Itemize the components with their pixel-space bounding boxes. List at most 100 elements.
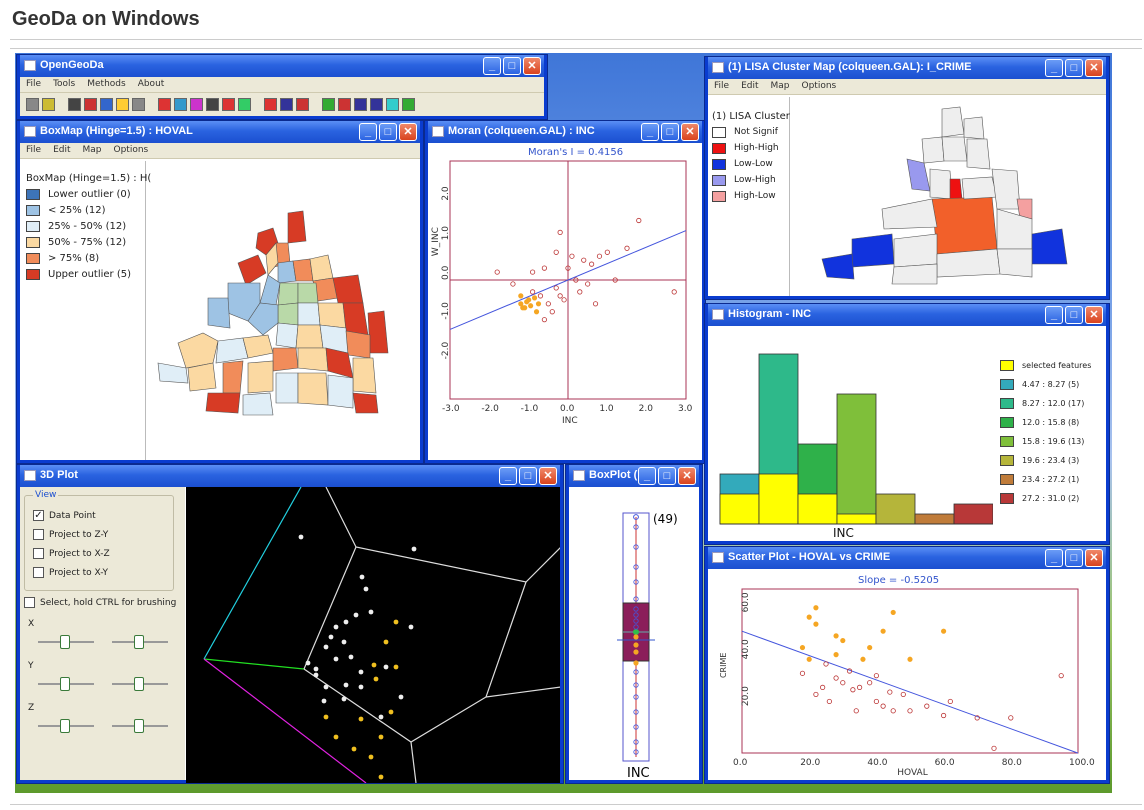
data-point-3d[interactable] (333, 624, 339, 630)
data-point[interactable] (671, 289, 677, 295)
data-point[interactable] (604, 249, 610, 255)
rotation-slider-thumb[interactable] (60, 719, 70, 733)
toolbar-tool-icon[interactable] (338, 98, 351, 111)
data-point-3d[interactable] (323, 684, 329, 690)
data-point[interactable] (633, 724, 639, 730)
brush-checkbox[interactable]: Select, hold CTRL for brushing (24, 593, 176, 612)
data-point[interactable] (633, 649, 639, 655)
data-point-3d[interactable] (341, 639, 347, 645)
boxmap-menu-file[interactable]: File (26, 145, 42, 155)
data-point[interactable] (581, 257, 587, 263)
map-polygon[interactable] (367, 310, 389, 354)
minimize-button[interactable]: _ (1045, 306, 1063, 324)
data-point[interactable] (1058, 673, 1064, 679)
map-polygon[interactable] (821, 253, 855, 280)
toolbar-tool-icon[interactable] (280, 98, 293, 111)
data-point[interactable] (612, 277, 618, 283)
map-polygon[interactable] (287, 210, 307, 244)
data-point-3d[interactable] (313, 672, 319, 678)
data-point[interactable] (633, 524, 639, 530)
data-point[interactable] (633, 739, 639, 745)
data-point-3d[interactable] (358, 716, 364, 722)
data-point[interactable] (549, 309, 555, 315)
data-point[interactable] (494, 269, 500, 275)
data-point[interactable] (873, 673, 879, 679)
maximize-button[interactable]: □ (658, 467, 676, 485)
scatter-titlebar[interactable]: Scatter Plot - HOVAL vs CRIME _ □ ✕ (708, 547, 1106, 569)
data-point-3d[interactable] (368, 609, 374, 615)
map-polygon[interactable] (996, 248, 1033, 278)
data-point[interactable] (813, 691, 819, 698)
data-point-3d[interactable] (383, 639, 389, 645)
histogram-selected-bar[interactable] (719, 493, 760, 525)
data-point[interactable] (806, 656, 812, 662)
data-point[interactable] (867, 644, 873, 651)
data-point-3d[interactable] (333, 734, 339, 740)
data-point[interactable] (633, 682, 639, 688)
data-point[interactable] (833, 633, 839, 639)
map-polygon[interactable] (309, 254, 334, 282)
minimize-button[interactable]: _ (1045, 59, 1063, 77)
data-point-3d[interactable] (323, 644, 329, 650)
data-point-3d[interactable] (398, 694, 404, 700)
map-polygon[interactable] (936, 248, 1001, 278)
data-point[interactable] (633, 669, 639, 675)
data-point[interactable] (846, 668, 853, 674)
map-polygon[interactable] (881, 198, 938, 230)
data-point[interactable] (596, 253, 603, 259)
data-point-3d[interactable] (411, 546, 417, 552)
minimize-button[interactable]: _ (641, 123, 659, 141)
maximize-button[interactable]: □ (519, 467, 537, 485)
data-point-3d[interactable] (378, 714, 384, 720)
view-option-checkbox[interactable]: ✓ Data Point (33, 506, 173, 525)
lisa-legend-item[interactable]: Low-High (712, 172, 787, 188)
map-polygon[interactable] (242, 392, 274, 416)
histogram-bar[interactable] (914, 513, 955, 525)
checkbox-box[interactable] (24, 597, 35, 608)
data-point[interactable] (633, 660, 639, 666)
data-point[interactable] (823, 661, 829, 667)
map-polygon[interactable] (207, 297, 231, 329)
outlier-point[interactable] (633, 514, 639, 520)
histogram-legend-item[interactable]: 4.47 : 8.27 (5) (1000, 375, 1110, 394)
data-point-3d[interactable] (333, 656, 339, 662)
boxmap-menu-map[interactable]: Map (82, 145, 102, 155)
map-polygon[interactable] (237, 254, 267, 286)
data-point[interactable] (633, 579, 639, 585)
map-polygon[interactable] (991, 168, 1021, 210)
data-point-3d[interactable] (371, 662, 377, 668)
data-point[interactable] (528, 303, 534, 309)
close-button[interactable]: ✕ (399, 123, 417, 141)
map-polygon[interactable] (921, 136, 945, 164)
data-point[interactable] (840, 637, 846, 644)
data-point[interactable] (887, 689, 893, 695)
data-point[interactable] (900, 691, 906, 698)
boxmap-legend-item[interactable]: Lower outlier (0) (26, 186, 141, 202)
data-point[interactable] (545, 301, 551, 307)
minimize-button[interactable]: _ (499, 467, 517, 485)
boxplot-chart[interactable]: (49) INC (569, 487, 699, 783)
close-button[interactable]: ✕ (523, 57, 541, 75)
data-point[interactable] (633, 749, 639, 755)
map-polygon[interactable] (277, 302, 299, 326)
close-button[interactable]: ✕ (1085, 306, 1103, 324)
data-point[interactable] (633, 596, 639, 602)
map-polygon[interactable] (931, 196, 998, 255)
data-point[interactable] (890, 609, 896, 616)
map-polygon[interactable] (222, 360, 244, 394)
rotation-slider-thumb[interactable] (60, 635, 70, 649)
checkbox-box[interactable]: ✓ (33, 510, 44, 521)
boxmap-legend-item[interactable]: Upper outlier (5) (26, 266, 141, 282)
data-point[interactable] (833, 652, 839, 658)
lisa-menu-options[interactable]: Options (801, 81, 837, 91)
data-point[interactable] (633, 618, 639, 624)
toolbar-tool-icon[interactable] (206, 98, 219, 111)
toolbar-tool-icon[interactable] (116, 98, 129, 111)
boxmap-titlebar[interactable]: BoxMap (Hinge=1.5) : HOVAL _ □ ✕ (20, 121, 420, 143)
data-point-3d[interactable] (343, 619, 349, 625)
boxplot-titlebar[interactable]: BoxPlot (... _ □ ✕ (569, 465, 699, 487)
toolbar-tool-icon[interactable] (322, 98, 335, 111)
histogram-selected-bar[interactable] (836, 513, 877, 525)
checkbox-box[interactable] (33, 548, 44, 559)
data-point[interactable] (857, 684, 863, 691)
